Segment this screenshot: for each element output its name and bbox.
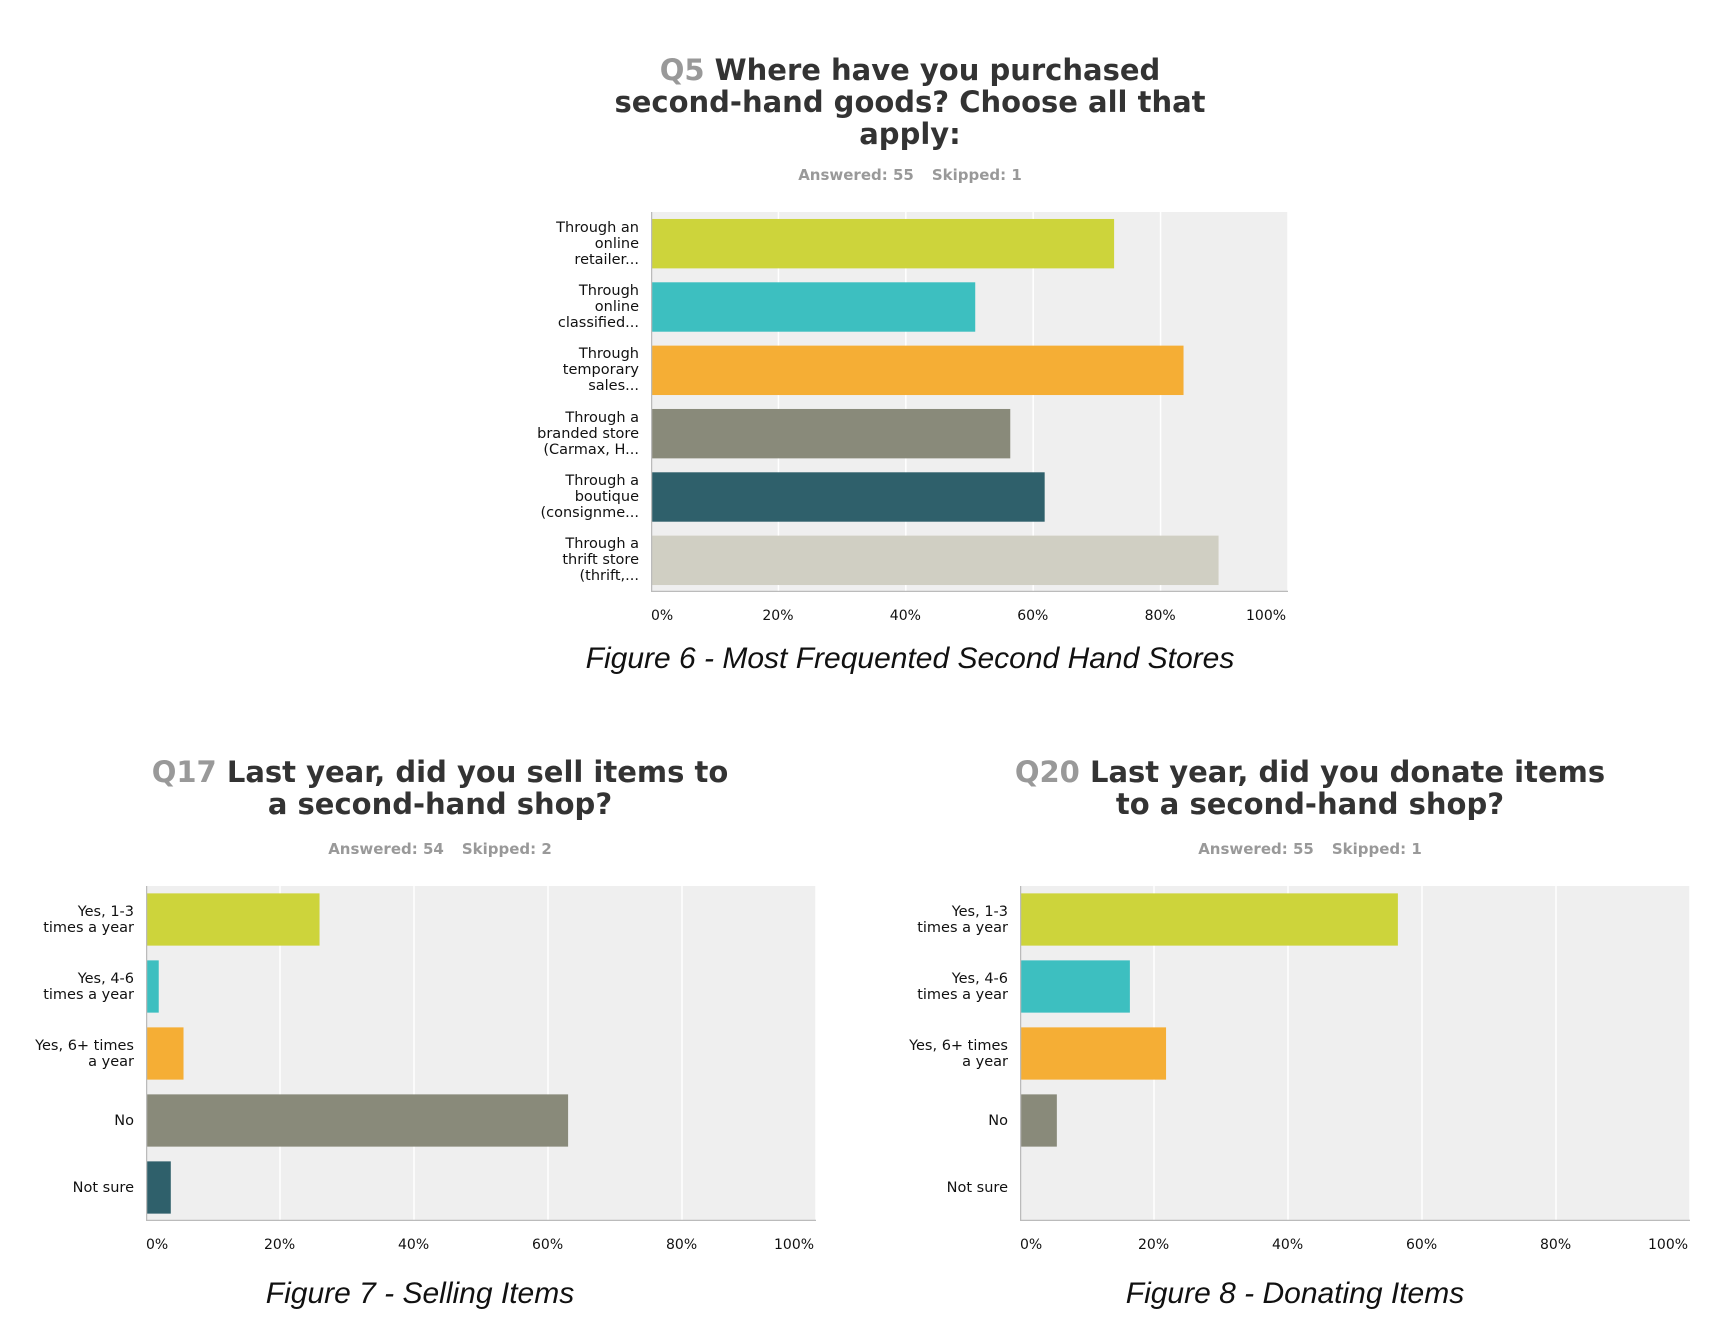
- chart-title: Q17 Last year, did you sell items to a s…: [120, 756, 760, 820]
- category-label: Through a thrift store (thrift,...: [562, 536, 639, 585]
- bar: [651, 345, 1184, 396]
- bar-chart-svg: [146, 886, 816, 1221]
- answered-count: Answered: 54: [328, 840, 444, 858]
- figure-caption: Figure 8 - Donating Items: [1125, 1277, 1465, 1310]
- x-tick-label: 100%: [1246, 608, 1287, 624]
- title-line: Last year, did you donate items: [1089, 755, 1606, 789]
- response-counts: Answered: 54 Skipped: 2: [120, 840, 760, 858]
- skipped-count: Skipped: 1: [1331, 840, 1422, 858]
- x-tick-label: 0%: [1020, 1237, 1043, 1253]
- category-label: Yes, 1-3 times a year: [43, 903, 134, 936]
- bar: [146, 1161, 171, 1214]
- category-label: Yes, 6+ times a year: [35, 1037, 134, 1070]
- title-line: Where have you purchased: [714, 53, 1161, 87]
- title-line: second-hand goods? Choose all that: [614, 85, 1206, 119]
- response-counts: Answered: 55 Skipped: 1: [990, 840, 1630, 858]
- x-tick-label: 0%: [146, 1237, 169, 1253]
- x-tick-label: 80%: [1144, 608, 1176, 624]
- title-line: a second-hand shop?: [267, 787, 613, 821]
- bar: [651, 535, 1219, 586]
- bar: [651, 282, 976, 332]
- bar: [1020, 960, 1130, 1013]
- bar: [146, 1094, 569, 1147]
- x-tick-label: 40%: [398, 1237, 430, 1253]
- x-tick-label: 40%: [1272, 1237, 1304, 1253]
- category-label: Through online classified...: [557, 283, 639, 331]
- plot-area: [651, 212, 1288, 592]
- category-label: Through a boutique (consignme...: [540, 473, 639, 521]
- answered-count: Answered: 55: [1198, 840, 1314, 858]
- x-tick-label: 80%: [666, 1237, 698, 1253]
- bar: [651, 408, 1011, 459]
- chart-q17: Q17 Last year, did you sell items to a s…: [35, 756, 816, 1310]
- bar-chart-svg: [651, 212, 1288, 592]
- title-line: apply:: [859, 117, 961, 151]
- category-label: Yes, 4-6 times a year: [917, 970, 1008, 1003]
- bar: [146, 960, 159, 1013]
- category-label: Through a branded store (Carmax, H...: [537, 409, 639, 458]
- x-tick-label: 60%: [1406, 1237, 1438, 1253]
- bar: [1020, 1094, 1057, 1147]
- x-tick-label: 100%: [774, 1237, 815, 1253]
- x-tick-label: 60%: [532, 1237, 564, 1253]
- x-tick-label: 100%: [1648, 1237, 1689, 1253]
- plot-area: [146, 886, 816, 1221]
- figure-caption: Figure 6 - Most Frequented Second Hand S…: [585, 642, 1235, 675]
- category-label: Not sure: [946, 1179, 1008, 1196]
- x-tick-label: 60%: [1017, 608, 1049, 624]
- category-label: No: [114, 1112, 134, 1129]
- question-number: Q17: [151, 755, 217, 789]
- category-label: Yes, 1-3 times a year: [917, 903, 1008, 936]
- category-label: No: [988, 1112, 1008, 1129]
- skipped-count: Skipped: 1: [931, 166, 1022, 184]
- question-number: Q5: [659, 53, 705, 87]
- question-number: Q20: [1014, 755, 1080, 789]
- chart-title: Q5 Where have you purchased second-hand …: [560, 54, 1260, 150]
- bar-chart-svg: [1020, 886, 1690, 1221]
- bar: [146, 893, 320, 946]
- x-tick-label: 20%: [1138, 1237, 1170, 1253]
- bar: [146, 1027, 184, 1080]
- category-label: Not sure: [72, 1179, 134, 1196]
- x-tick-label: 20%: [762, 608, 794, 624]
- category-label: Yes, 6+ times a year: [909, 1037, 1008, 1070]
- x-tick-label: 40%: [889, 608, 921, 624]
- category-label: Through temporary sales...: [562, 346, 639, 395]
- bar: [1020, 1027, 1167, 1080]
- response-counts: Answered: 55 Skipped: 1: [560, 166, 1260, 184]
- bar: [651, 218, 1115, 269]
- category-label: Yes, 4-6 times a year: [43, 970, 134, 1003]
- title-line: Last year, did you sell items to: [226, 755, 729, 789]
- plot-area: [1020, 886, 1690, 1221]
- chart-title: Q20 Last year, did you donate items to a…: [990, 756, 1630, 820]
- skipped-count: Skipped: 2: [461, 840, 552, 858]
- x-tick-label: 20%: [264, 1237, 296, 1253]
- title-line: to a second-hand shop?: [1115, 787, 1505, 821]
- x-tick-label: 80%: [1540, 1237, 1572, 1253]
- bar: [1020, 893, 1398, 946]
- answered-count: Answered: 55: [798, 166, 914, 184]
- x-tick-label: 0%: [651, 608, 674, 624]
- bar: [651, 472, 1045, 522]
- category-label: Through an online retailer...: [556, 219, 639, 268]
- figure-caption: Figure 7 - Selling Items: [265, 1277, 575, 1310]
- chart-q5: Q5 Where have you purchased second-hand …: [537, 54, 1288, 675]
